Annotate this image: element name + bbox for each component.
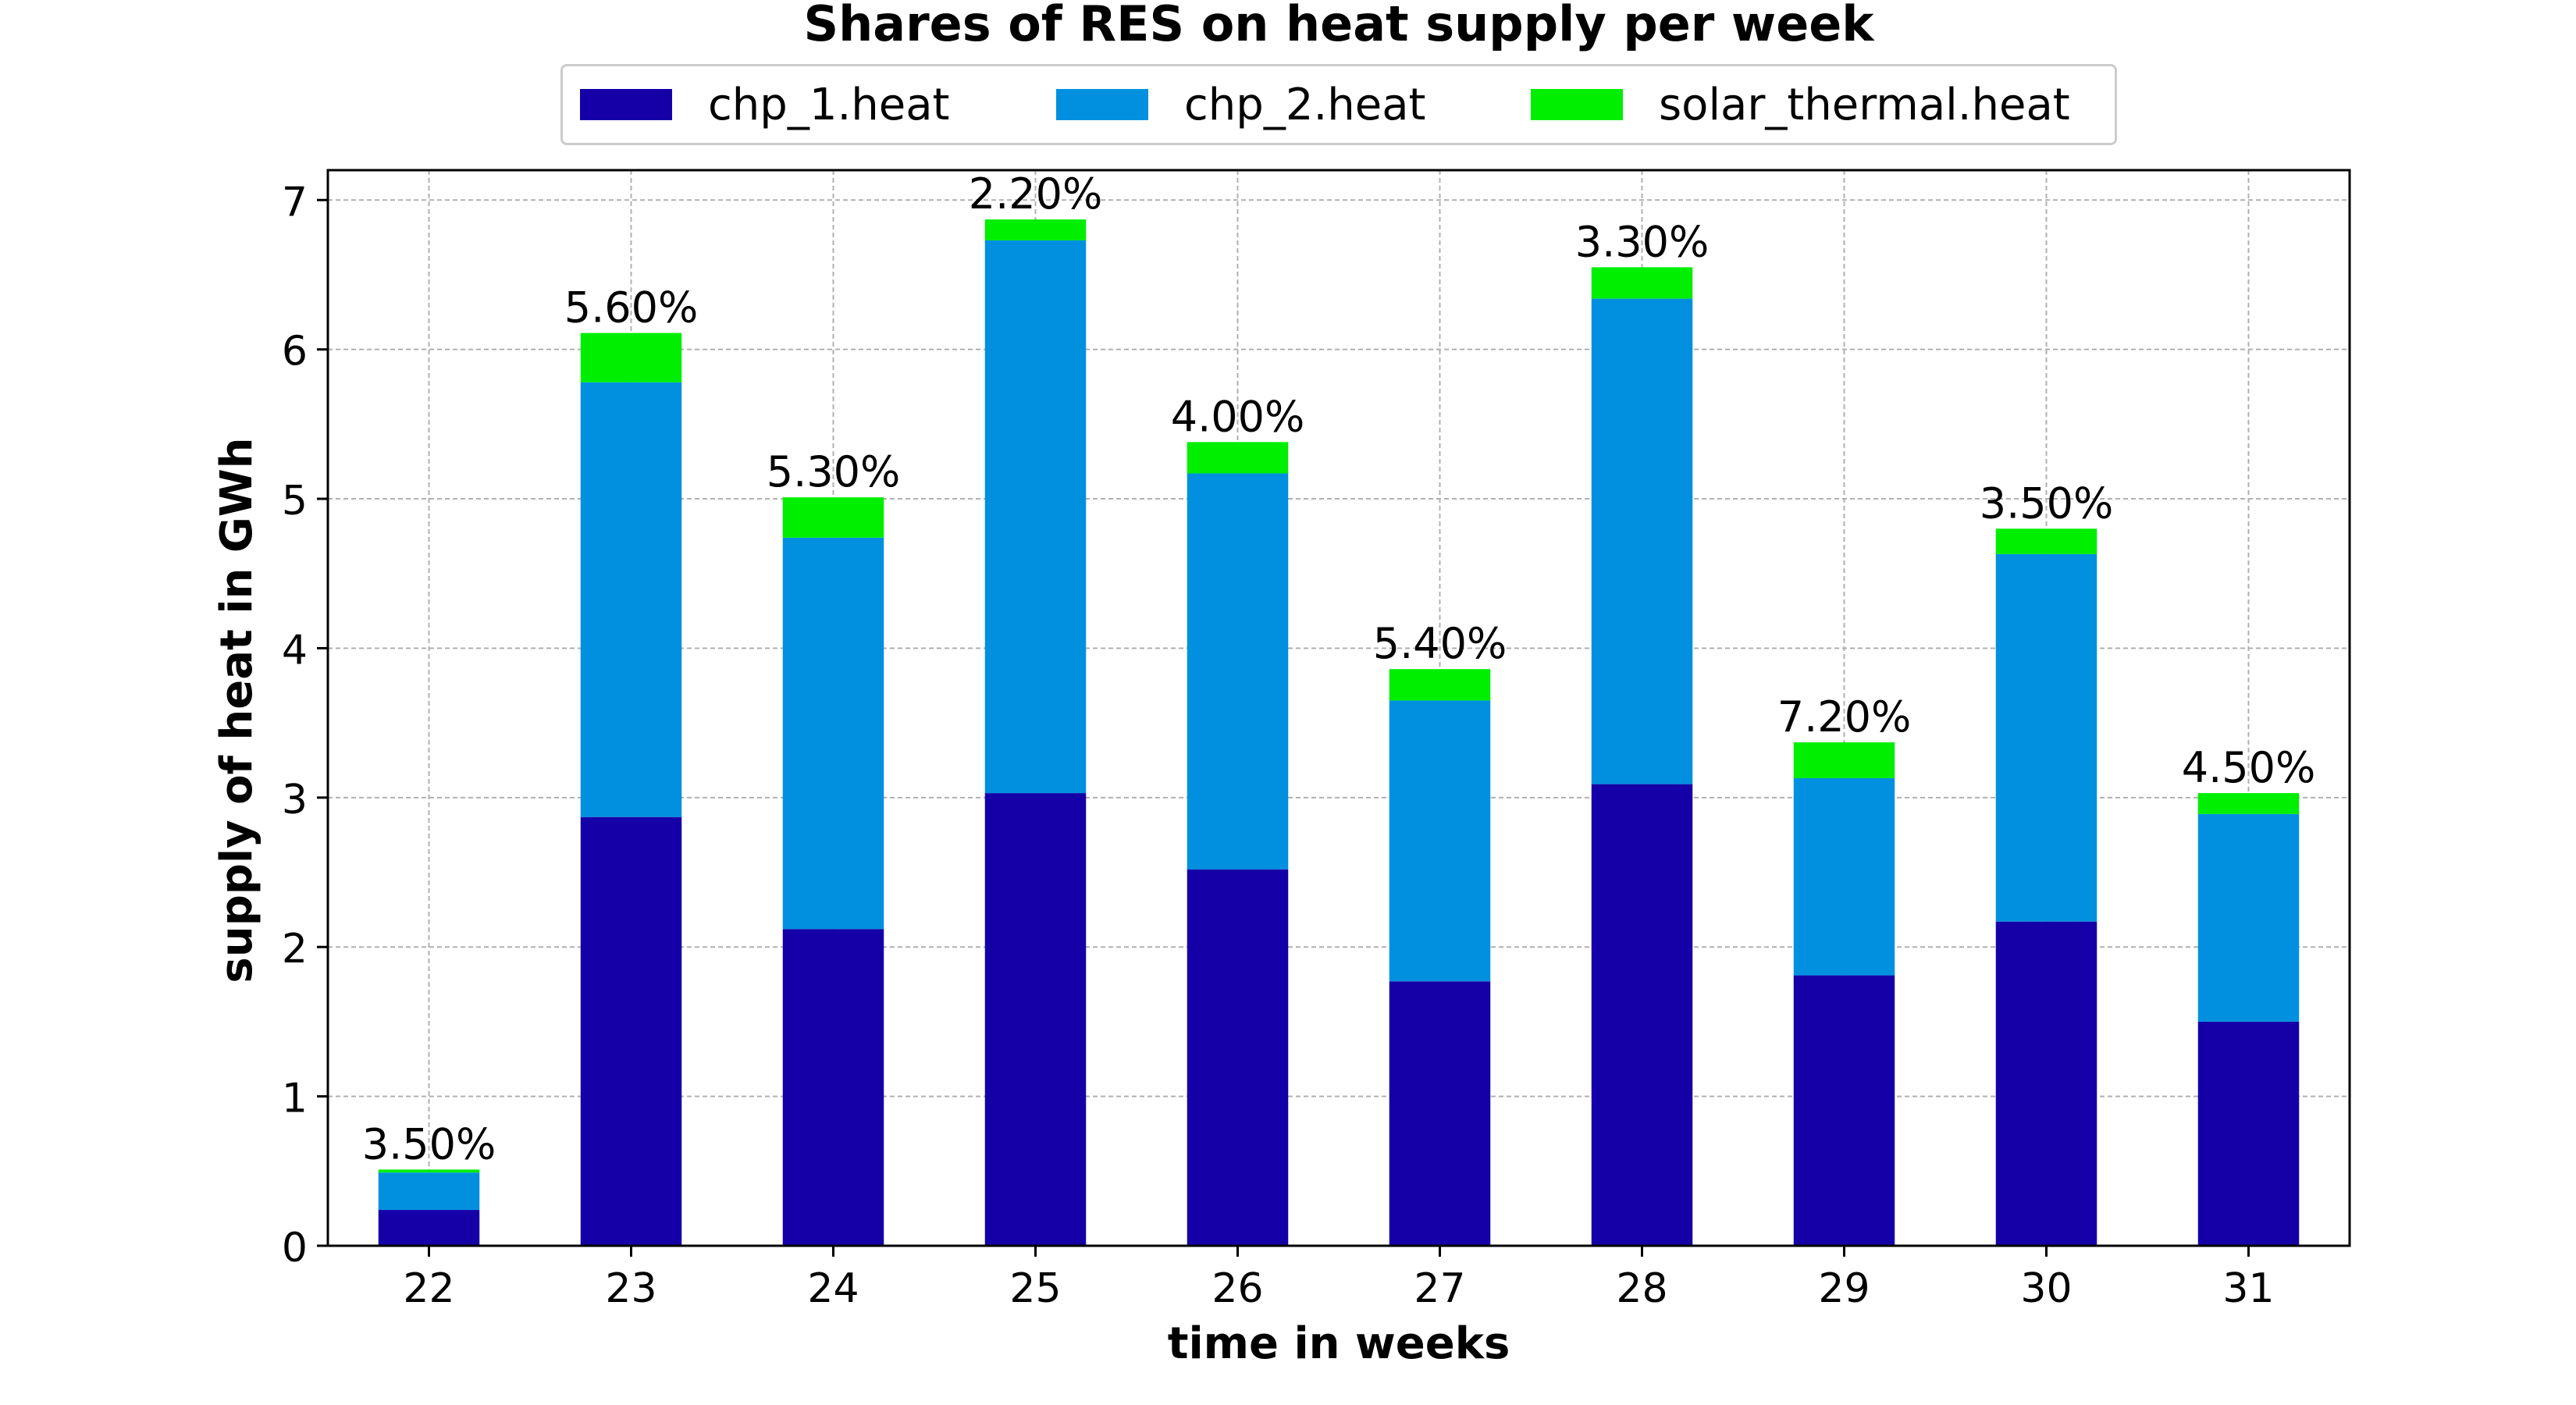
bar-segment-solar-thermal-heat [378, 1169, 480, 1173]
x-tick-label: 30 [2020, 1265, 2072, 1312]
x-tick-label: 29 [1818, 1265, 1870, 1312]
bar-segment-chp-2-heat [2197, 813, 2300, 1022]
x-tick-label: 22 [403, 1265, 454, 1312]
bar-segment-chp-2-heat [580, 382, 682, 817]
y-tick-label: 4 [282, 627, 308, 674]
bar-label: 3.50% [362, 1119, 496, 1168]
bars [378, 219, 2300, 1246]
legend-label-solar: solar_thermal.heat [1659, 79, 2070, 130]
bar-label: 5.30% [767, 447, 901, 496]
bar-segment-chp-1-heat [1389, 981, 1491, 1246]
y-tick-label: 3 [282, 777, 308, 823]
legend-item-chp2: chp_2.heat [1056, 66, 1425, 143]
bar-segment-chp-2-heat [378, 1172, 480, 1211]
x-tick-label: 25 [1009, 1265, 1061, 1312]
bar-label: 3.30% [1575, 217, 1710, 266]
y-tick-label: 2 [282, 926, 308, 973]
bar-segment-chp-1-heat [1187, 869, 1289, 1246]
legend-label-chp1: chp_1.heat [708, 79, 950, 130]
x-tick-label: 26 [1212, 1265, 1263, 1312]
x-axis: 22 23 24 25 26 27 28 29 30 31 [403, 1246, 2275, 1312]
y-tick-label: 0 [282, 1225, 308, 1272]
y-tick-label: 1 [282, 1076, 308, 1122]
bar-segment-chp-1-heat [1591, 784, 1693, 1246]
x-tick-label: 24 [807, 1265, 859, 1312]
x-tick-label: 31 [2222, 1265, 2274, 1312]
bar-labels: 3.50% 5.60% 5.30% 2.20% 4.00% 5.40% 3.30% 7.20%… [362, 169, 2316, 1168]
bar-segment-chp-2-heat [1187, 473, 1289, 870]
bar-segment-chp-2-heat [1389, 700, 1491, 982]
bar-label: 5.40% [1373, 619, 1507, 668]
y-axis: 0 1 2 3 4 5 6 7 [282, 179, 328, 1272]
bar-segment-solar-thermal-heat [580, 333, 682, 382]
x-tick-label: 28 [1616, 1265, 1667, 1312]
bar-segment-chp-2-heat [1591, 298, 1693, 784]
bar-segment-chp-2-heat [1995, 553, 2097, 922]
y-tick-label: 7 [282, 179, 308, 226]
bar-label: 3.50% [1980, 478, 2114, 528]
bar-segment-chp-2-heat [1793, 777, 1895, 976]
bar-segment-solar-thermal-heat [984, 219, 1087, 240]
plot-frame [326, 169, 2351, 1247]
bar-label: 2.20% [969, 169, 1103, 219]
legend-swatch-chp1 [580, 89, 672, 120]
bar-label: 7.20% [1777, 692, 1912, 742]
bar-segment-chp-2-heat [984, 240, 1087, 794]
x-tick-label: 27 [1414, 1265, 1465, 1312]
legend-item-solar: solar_thermal.heat [1531, 66, 2070, 143]
bar-segment-chp-1-heat [378, 1210, 480, 1246]
bar-segment-chp-2-heat [782, 537, 884, 930]
x-axis-label: time in weeks [1168, 1318, 1510, 1369]
chart-title: Shares of RES on heat supply per week [803, 0, 1875, 52]
bar-label: 4.00% [1171, 392, 1305, 441]
bar-segment-chp-1-heat [984, 793, 1087, 1246]
bar-segment-solar-thermal-heat [782, 497, 884, 538]
y-tick-label: 6 [282, 329, 308, 375]
legend: chp_1.heat chp_2.heat solar_thermal.heat [560, 64, 2117, 145]
bar-segment-chp-1-heat [580, 816, 682, 1246]
bar-segment-chp-1-heat [782, 929, 884, 1246]
bar-segment-solar-thermal-heat [1591, 267, 1693, 299]
bar-label: 5.60% [564, 283, 699, 333]
bar-segment-solar-thermal-heat [2197, 793, 2300, 814]
bar-segment-solar-thermal-heat [1187, 442, 1289, 474]
bar-segment-chp-1-heat [1793, 975, 1895, 1246]
bar-segment-solar-thermal-heat [1793, 742, 1895, 778]
legend-swatch-chp2 [1056, 89, 1148, 120]
bar-segment-solar-thermal-heat [1389, 669, 1491, 701]
legend-swatch-solar [1531, 89, 1623, 120]
y-tick-label: 5 [282, 478, 308, 525]
bar-segment-solar-thermal-heat [1995, 528, 2097, 554]
legend-item-chp1: chp_1.heat [580, 66, 949, 143]
bar-segment-chp-1-heat [2197, 1021, 2300, 1246]
legend-label-chp2: chp_2.heat [1184, 79, 1426, 130]
y-axis-label: supply of heat in GWh [212, 438, 262, 984]
bar-label: 4.50% [2182, 743, 2316, 792]
x-tick-label: 23 [605, 1265, 656, 1312]
bar-segment-chp-1-heat [1995, 921, 2097, 1246]
